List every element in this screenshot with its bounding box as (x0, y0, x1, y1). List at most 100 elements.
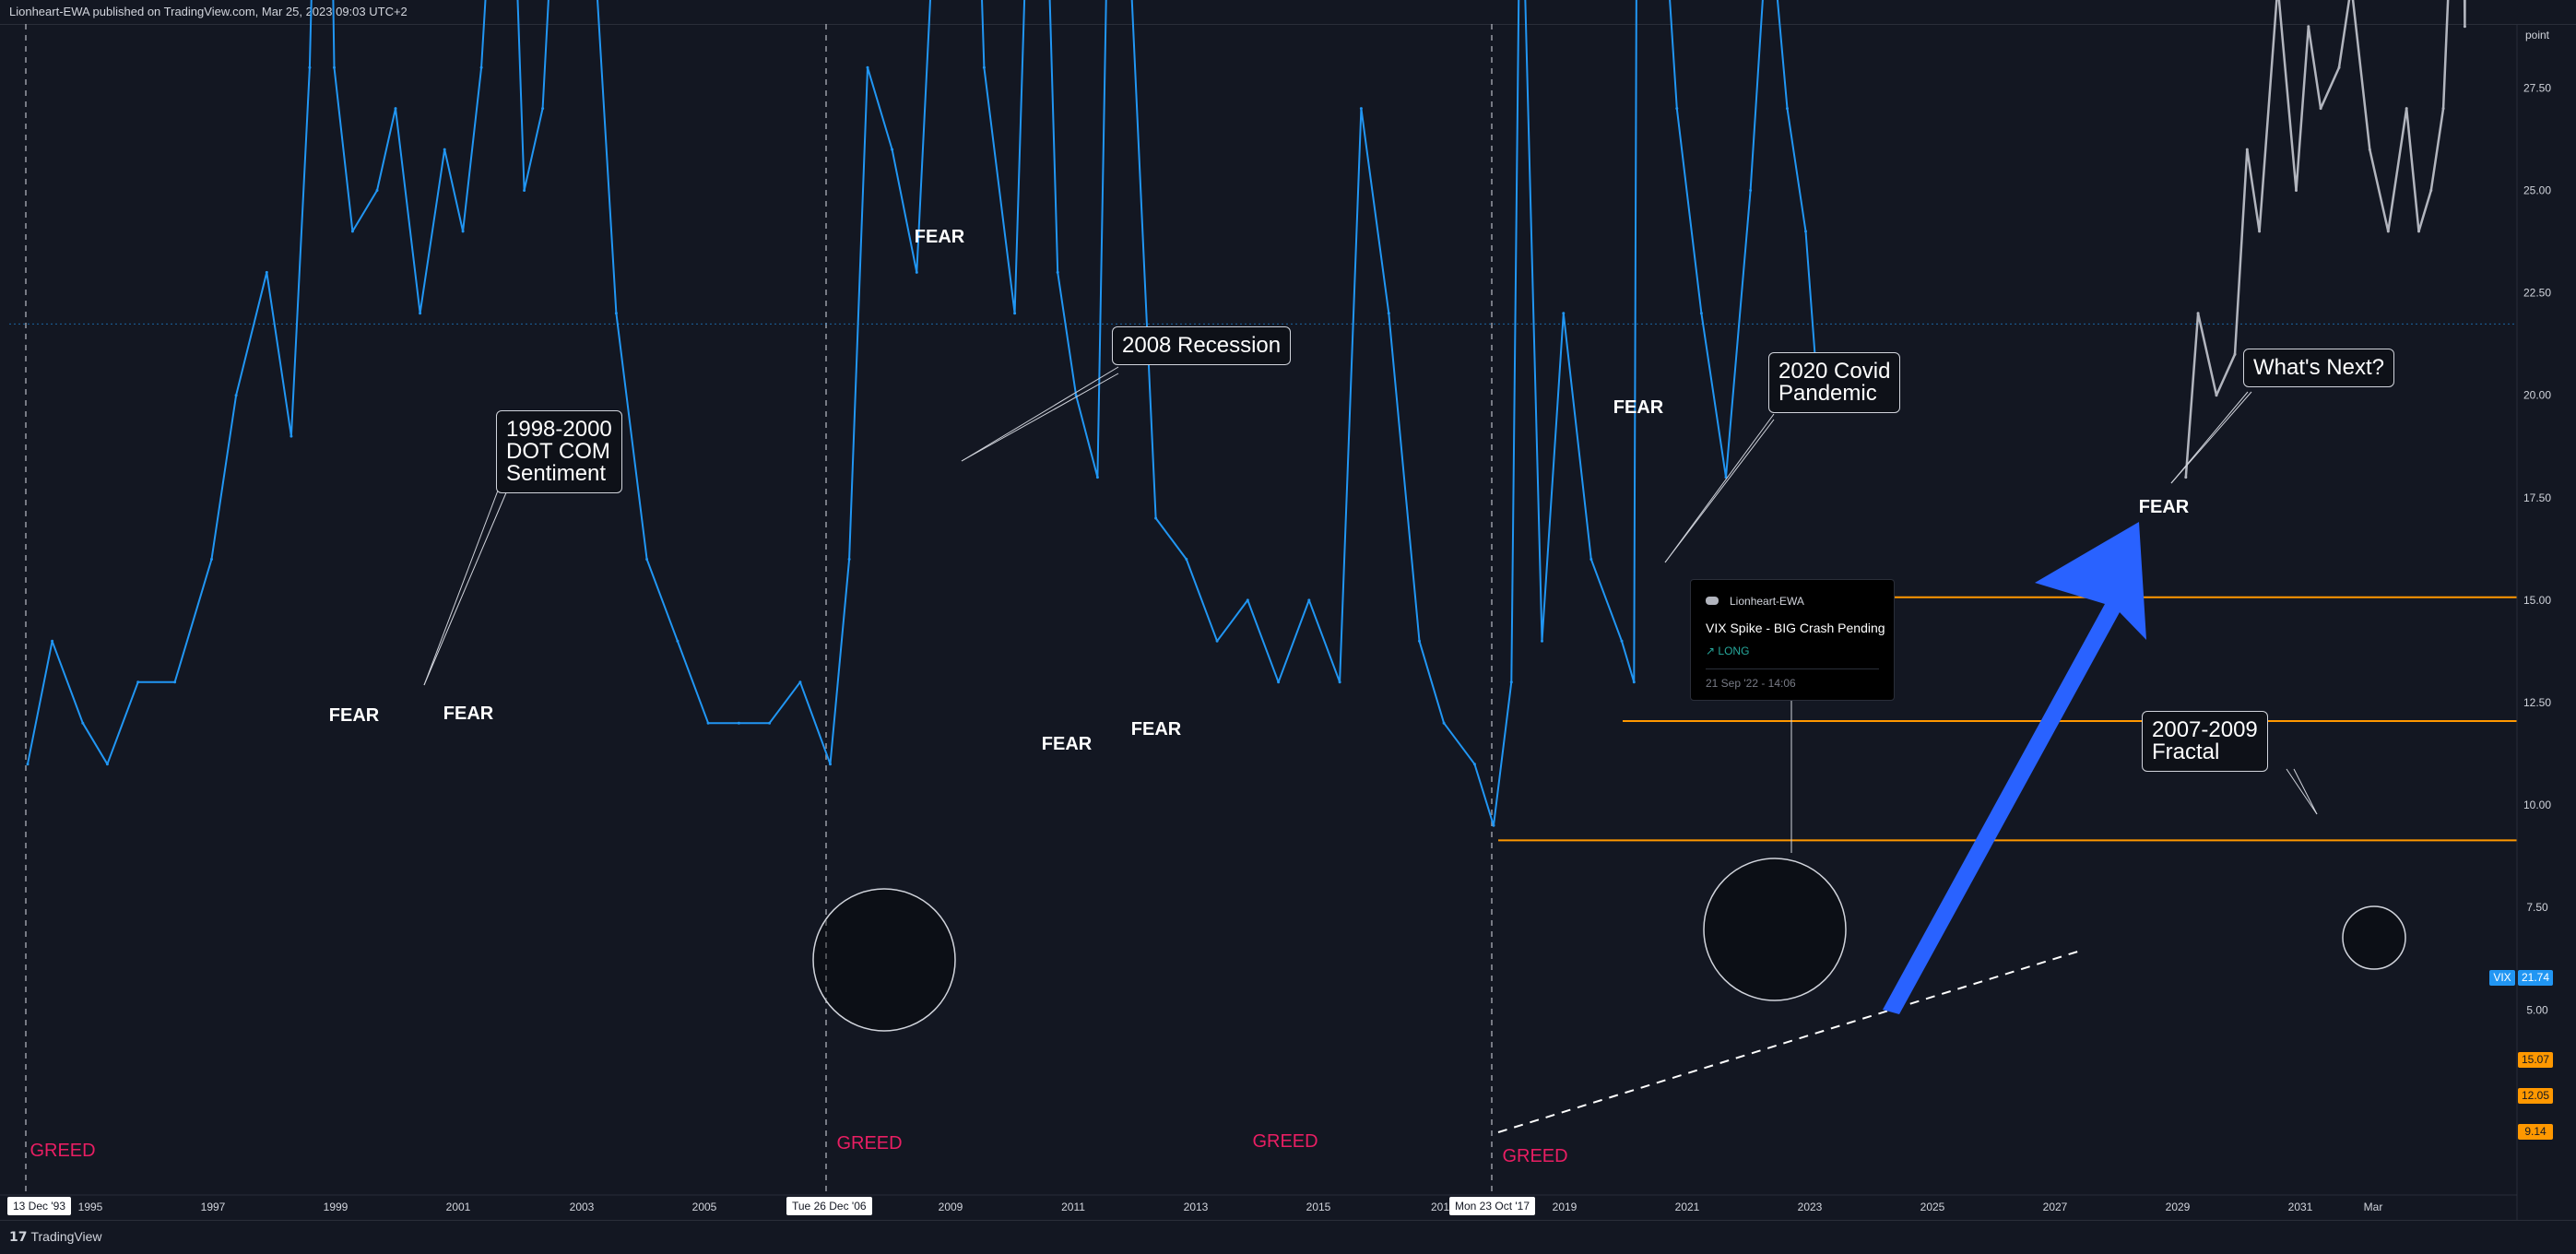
trend-line (1497, 949, 2085, 1133)
callout-pointer-line-4 (961, 373, 1119, 462)
highlight-circle-2 (1703, 858, 1847, 1001)
vix-data-point (26, 763, 30, 766)
callout-pointer-line-2 (423, 490, 508, 686)
fractal-data-point (2417, 230, 2420, 233)
time-tick-label: 2023 (1798, 1201, 1823, 1213)
fractal-data-point (2307, 25, 2310, 29)
forecast-arrow (1883, 522, 2146, 1014)
vix-data-point (1013, 312, 1017, 315)
price-tick-label: 27.50 (2523, 81, 2551, 94)
vix-data-point (847, 558, 851, 561)
vix-data-point (1492, 823, 1495, 827)
price-flag-current: 21.74 (2518, 970, 2553, 986)
fear-label: FEAR (329, 705, 380, 726)
vix-data-point (234, 394, 238, 397)
greed-label: GREED (1502, 1146, 1567, 1166)
price-tick-label: 7.50 (2526, 901, 2548, 914)
vix-data-point (1675, 107, 1679, 111)
vix-data-point (1699, 312, 1703, 315)
fractal-data-point (2429, 189, 2433, 192)
time-tick-label: 1999 (324, 1201, 349, 1213)
vix-data-point (1632, 680, 1636, 684)
vix-data-point (915, 270, 918, 274)
time-tick-label: 2029 (2166, 1201, 2191, 1213)
callout-fractal[interactable]: 2007-2009 Fractal (2142, 711, 2268, 772)
time-tick-label: 2019 (1553, 1201, 1578, 1213)
date-flag-1993: 13 Dec '93 (7, 1197, 71, 1215)
time-tick-label: 2013 (1184, 1201, 1209, 1213)
vix-data-point (350, 230, 354, 233)
vertical-date-markers (25, 24, 1493, 1195)
vix-data-point (1154, 516, 1158, 520)
vix-data-point (443, 148, 446, 151)
time-tick-label: 2001 (446, 1201, 471, 1213)
vix-data-point (136, 680, 140, 684)
fear-label: FEAR (1131, 719, 1182, 739)
price-tick-label: 10.00 (2523, 799, 2551, 811)
time-tick-label: 1997 (201, 1201, 226, 1213)
callout-dotcom[interactable]: 1998-2000 DOT COM Sentiment (496, 410, 622, 493)
vix-data-point (210, 558, 213, 561)
idea-card[interactable]: Lionheart-EWA VIX Spike - BIG Crash Pend… (1690, 579, 1895, 701)
idea-author: Lionheart-EWA (1730, 595, 1804, 608)
idea-direction: ↗ LONG (1706, 645, 1750, 657)
price-tick-label: 17.50 (2523, 491, 2551, 504)
price-axis[interactable]: point95.0092.5090.0087.5085.0082.5080.00… (2516, 0, 2551, 1220)
fractal-data-point (2233, 352, 2237, 356)
vix-data-point (1418, 639, 1421, 643)
vix-data-point (308, 65, 312, 69)
time-axis[interactable]: 1995 1997 1999 2001 2003 2005 2009 2011 2013 2015… (0, 1194, 2517, 1213)
vix-data-point (419, 312, 422, 315)
idea-title[interactable]: VIX Spike - BIG Crash Pending (1706, 621, 1885, 635)
vix-data-point (265, 270, 268, 274)
callout-covid[interactable]: 2020 Covid Pandemic (1768, 352, 1901, 413)
vix-data-point (1786, 107, 1789, 111)
greed-label: GREED (30, 1141, 95, 1161)
callout-whats-next[interactable]: What's Next? (2243, 349, 2394, 387)
callout-pointer-line-5 (1664, 413, 1775, 563)
price-tick-label: 25.00 (2523, 184, 2551, 197)
vix-data-point (1307, 598, 1311, 602)
vix-data-point (737, 721, 740, 725)
vix-data-point (105, 763, 109, 766)
vix-data-point (394, 107, 397, 111)
fractal-data-point (2215, 394, 2218, 397)
tradingview-logo[interactable]: 17 TradingView (9, 1229, 102, 1245)
price-flag-level-3: 9.14 (2518, 1124, 2553, 1140)
time-tick-label: 2027 (2043, 1201, 2068, 1213)
vix-data-point (1509, 680, 1513, 684)
vix-data-point (1246, 598, 1249, 602)
vix-data-point (173, 680, 177, 684)
vix-data-point (1472, 763, 1476, 766)
time-tick-label: 2025 (1920, 1201, 1945, 1213)
vix-data-point (333, 65, 336, 69)
time-tick-label: 2003 (570, 1201, 595, 1213)
highlight-circle-3 (2342, 905, 2406, 970)
fractal-data-point (2295, 189, 2298, 192)
time-tick-label: 1995 (78, 1201, 103, 1213)
author-avatar-icon (1706, 597, 1719, 605)
price-flag-vix-symbol: VIX (2489, 970, 2515, 986)
price-tick-label: 22.50 (2523, 287, 2551, 300)
vix-data-point (645, 558, 649, 561)
vix-data-point (1749, 189, 1753, 192)
vix-data-point (1095, 476, 1099, 479)
vix-data-point (523, 189, 526, 192)
vix-data-point (614, 312, 618, 315)
vix-data-point (706, 721, 710, 725)
fractal-data-point (2184, 476, 2188, 479)
callout-pointer-line-8 (2170, 391, 2252, 484)
fear-label: FEAR (2139, 497, 2190, 517)
callout-pointer-line-7 (2170, 391, 2249, 484)
top-bar: Lionheart-EWA published on TradingView.c… (0, 0, 2576, 25)
fractal-data-point (2258, 230, 2262, 233)
price-flag-level-1: 15.07 (2518, 1052, 2553, 1068)
callout-recession[interactable]: 2008 Recession (1112, 326, 1292, 365)
publisher-line: Lionheart-EWA published on TradingView.c… (9, 5, 408, 18)
series-layer (26, 0, 2466, 827)
price-tick-label: 5.00 (2526, 1003, 2548, 1016)
fractal-data-point (2386, 230, 2390, 233)
fractal-series-line (2184, 0, 2466, 478)
vix-data-point (1541, 639, 1543, 643)
